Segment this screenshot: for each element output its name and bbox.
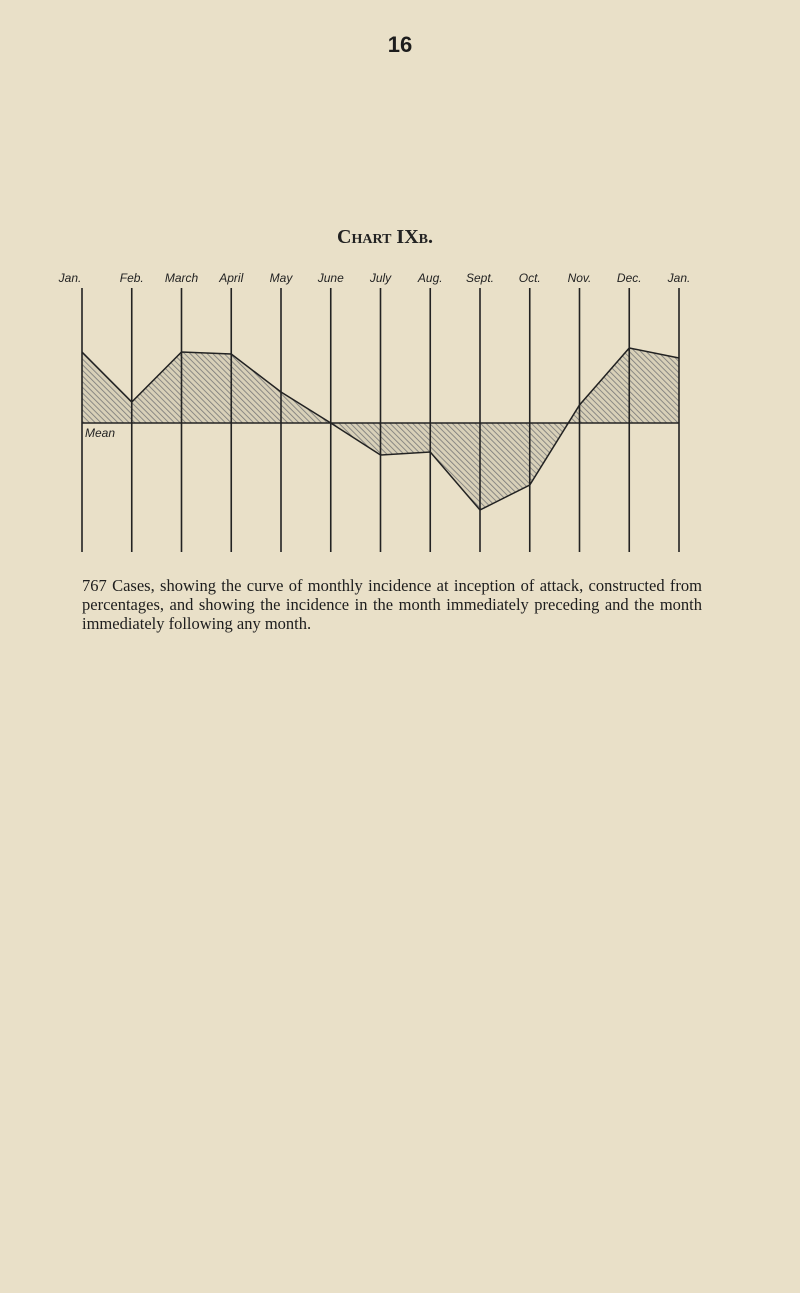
x-tick-label: Nov. [568, 271, 592, 285]
x-tick-label: July [369, 271, 392, 285]
caption: 767 Cases, showing the curve of monthly … [82, 576, 702, 633]
x-tick-label: June [317, 271, 344, 285]
page-number: 16 [387, 32, 413, 57]
x-tick-label: Jan. [667, 271, 691, 285]
x-tick-label: March [165, 271, 199, 285]
x-tick-label: Oct. [519, 271, 541, 285]
x-tick-label: May [270, 271, 294, 285]
x-tick-label: Dec. [617, 271, 642, 285]
x-tick-label: Feb. [120, 271, 144, 285]
x-tick-label: Aug. [417, 271, 443, 285]
x-tick-label: April [218, 271, 243, 285]
mean-label: Mean [85, 426, 115, 440]
x-tick-label: Sept. [466, 271, 494, 285]
chart: Chart IXb. Jan. Feb. March April May June July… [58, 226, 691, 552]
chart-title: Chart IXb. [337, 226, 433, 248]
x-tick-label: Jan. [58, 271, 82, 285]
